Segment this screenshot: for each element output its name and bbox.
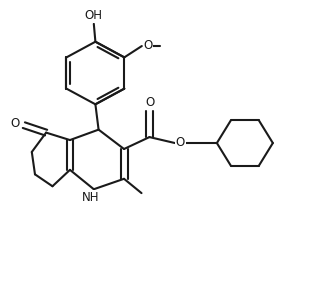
Text: NH: NH	[82, 191, 100, 204]
Text: O: O	[145, 96, 155, 109]
Text: O: O	[176, 136, 185, 149]
Text: O: O	[10, 117, 20, 130]
Text: OH: OH	[85, 9, 103, 22]
Text: O: O	[143, 39, 153, 52]
